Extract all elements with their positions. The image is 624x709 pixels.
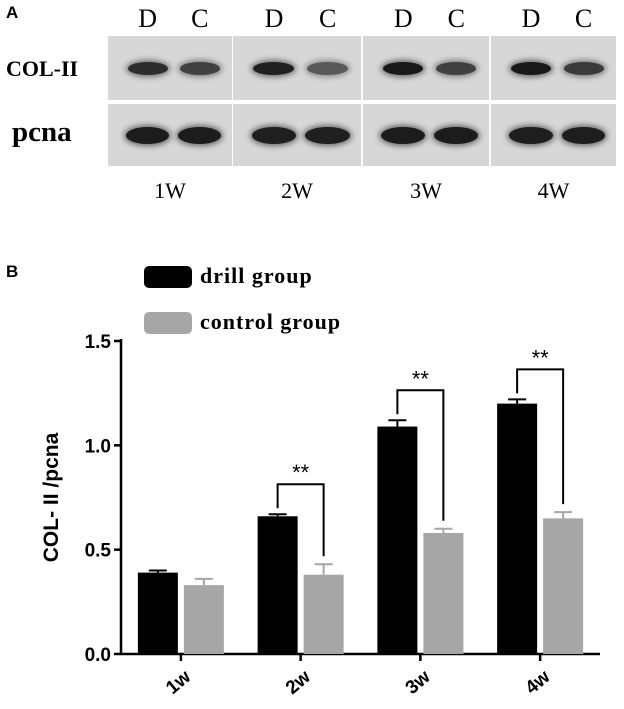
blot-pcna-3w (363, 104, 489, 166)
y-tick-label: 0.5 (85, 541, 112, 562)
band-colii-c-1w (179, 61, 220, 75)
lane-header-7: D (521, 4, 541, 33)
blot-pcna-2w (233, 104, 361, 166)
x-tick-label: 3w (402, 666, 435, 699)
lane-header-1: D (138, 4, 158, 33)
band-pcna-c-3w (434, 126, 479, 144)
bar-control-1w (183, 585, 224, 654)
lane-header-3: D (264, 4, 284, 33)
lane-header-2: C (191, 4, 209, 33)
band-pcna-c-1w (178, 126, 222, 144)
band-pcna-c-4w (561, 126, 606, 144)
row-label-pcna: pcna (12, 116, 72, 148)
lane-header-4: C (319, 4, 337, 33)
week-label-2w: 2W (281, 178, 313, 203)
lane-header-6: C (447, 4, 465, 33)
x-tick-label: 1w (162, 666, 195, 699)
y-tick-label: 1.5 (85, 332, 112, 353)
band-colii-d-4w (511, 61, 551, 75)
blot-colii-1w (108, 36, 232, 100)
band-pcna-d-4w (509, 126, 553, 144)
band-pcna-d-3w (381, 126, 426, 144)
band-pcna-c-2w (305, 126, 351, 144)
week-label-3w: 3W (410, 178, 442, 203)
blot-pcna-4w (491, 104, 616, 166)
bar-drill-4w (497, 403, 538, 654)
x-tick-label: 2w (282, 666, 315, 699)
significance-label: ** (292, 460, 310, 485)
bar-control-2w (303, 574, 344, 654)
legend-swatch-control (144, 312, 192, 334)
bar-drill-1w (137, 572, 178, 654)
significance-bracket (516, 368, 565, 505)
panel-a-label: A (6, 3, 19, 22)
significance-label: ** (412, 366, 430, 391)
blot-colii-4w (491, 36, 616, 100)
blot-pcna-1w (108, 104, 232, 166)
band-colii-c-4w (563, 61, 604, 75)
lane-header-5: D (393, 4, 413, 33)
legend-label-drill: drill group (200, 263, 313, 288)
significance-bracket (276, 483, 325, 557)
bar-control-4w (543, 518, 584, 654)
x-tick-label: 4w (521, 666, 554, 699)
y-axis-label: COL- II /pcna (40, 432, 63, 562)
blot-colii-3w (363, 36, 489, 100)
band-pcna-d-1w (125, 126, 170, 144)
bar-drill-3w (377, 426, 418, 654)
significance-bracket (396, 389, 445, 521)
bar-drill-2w (257, 516, 298, 654)
legend-label-control: control group (200, 309, 342, 334)
week-label-1w: 1W (154, 178, 186, 203)
lane-header-8: C (574, 4, 593, 33)
y-tick-label: 1.0 (85, 436, 111, 457)
row-label-col-ii: COL-II (6, 56, 79, 81)
y-tick-label: 0.0 (85, 645, 111, 666)
band-colii-d-3w (383, 61, 424, 75)
band-pcna-d-2w (251, 126, 297, 144)
band-colii-d-1w (127, 61, 168, 75)
panel-b-label: B (6, 262, 19, 281)
week-label-4w: 4W (537, 178, 570, 203)
bar-control-3w (423, 532, 464, 654)
band-colii-c-2w (307, 61, 349, 75)
band-colii-d-2w (253, 61, 295, 75)
legend-swatch-drill (144, 266, 192, 288)
significance-label: ** (532, 345, 550, 370)
band-colii-c-3w (436, 61, 477, 75)
blot-colii-2w (233, 36, 361, 100)
